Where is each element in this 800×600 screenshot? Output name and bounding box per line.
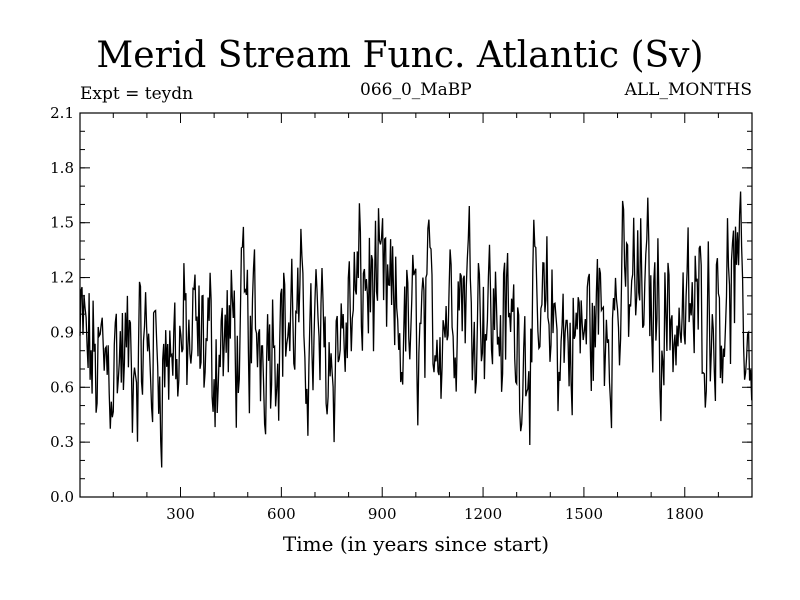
- y-tick-label: 1.5: [50, 214, 74, 232]
- x-tick-label: 300: [166, 505, 195, 523]
- y-tick-label: 0.3: [50, 433, 74, 451]
- x-tick-label: 900: [368, 505, 397, 523]
- x-tick-label: 1500: [565, 505, 603, 523]
- tick-labels: 0.0 0.3 0.6 0.9 1.2 1.5 1.8 2.1 300 600 900 1200 150…: [50, 104, 704, 523]
- y-tick-label: 0.6: [50, 378, 74, 396]
- chart-title: Merid Stream Func. Atlantic (Sv): [96, 35, 704, 76]
- x-axis-label: Time (in years since start): [283, 532, 549, 556]
- axis-ticks: [80, 112, 752, 498]
- y-tick-label: 1.2: [50, 269, 74, 287]
- series-line: [79, 191, 753, 468]
- experiment-label: Expt = teydn: [80, 84, 194, 104]
- x-tick-label: 600: [267, 505, 296, 523]
- y-tick-label: 2.1: [50, 104, 74, 122]
- run-label: 066_0_MaBP: [360, 80, 472, 100]
- x-tick-label: 1200: [464, 505, 502, 523]
- x-tick-label: 1800: [666, 505, 704, 523]
- y-tick-label: 0.0: [50, 488, 74, 506]
- period-label: ALL_MONTHS: [624, 80, 752, 100]
- y-tick-label: 1.8: [50, 159, 74, 177]
- y-tick-label: 0.9: [50, 323, 74, 341]
- plot-area: [79, 112, 753, 498]
